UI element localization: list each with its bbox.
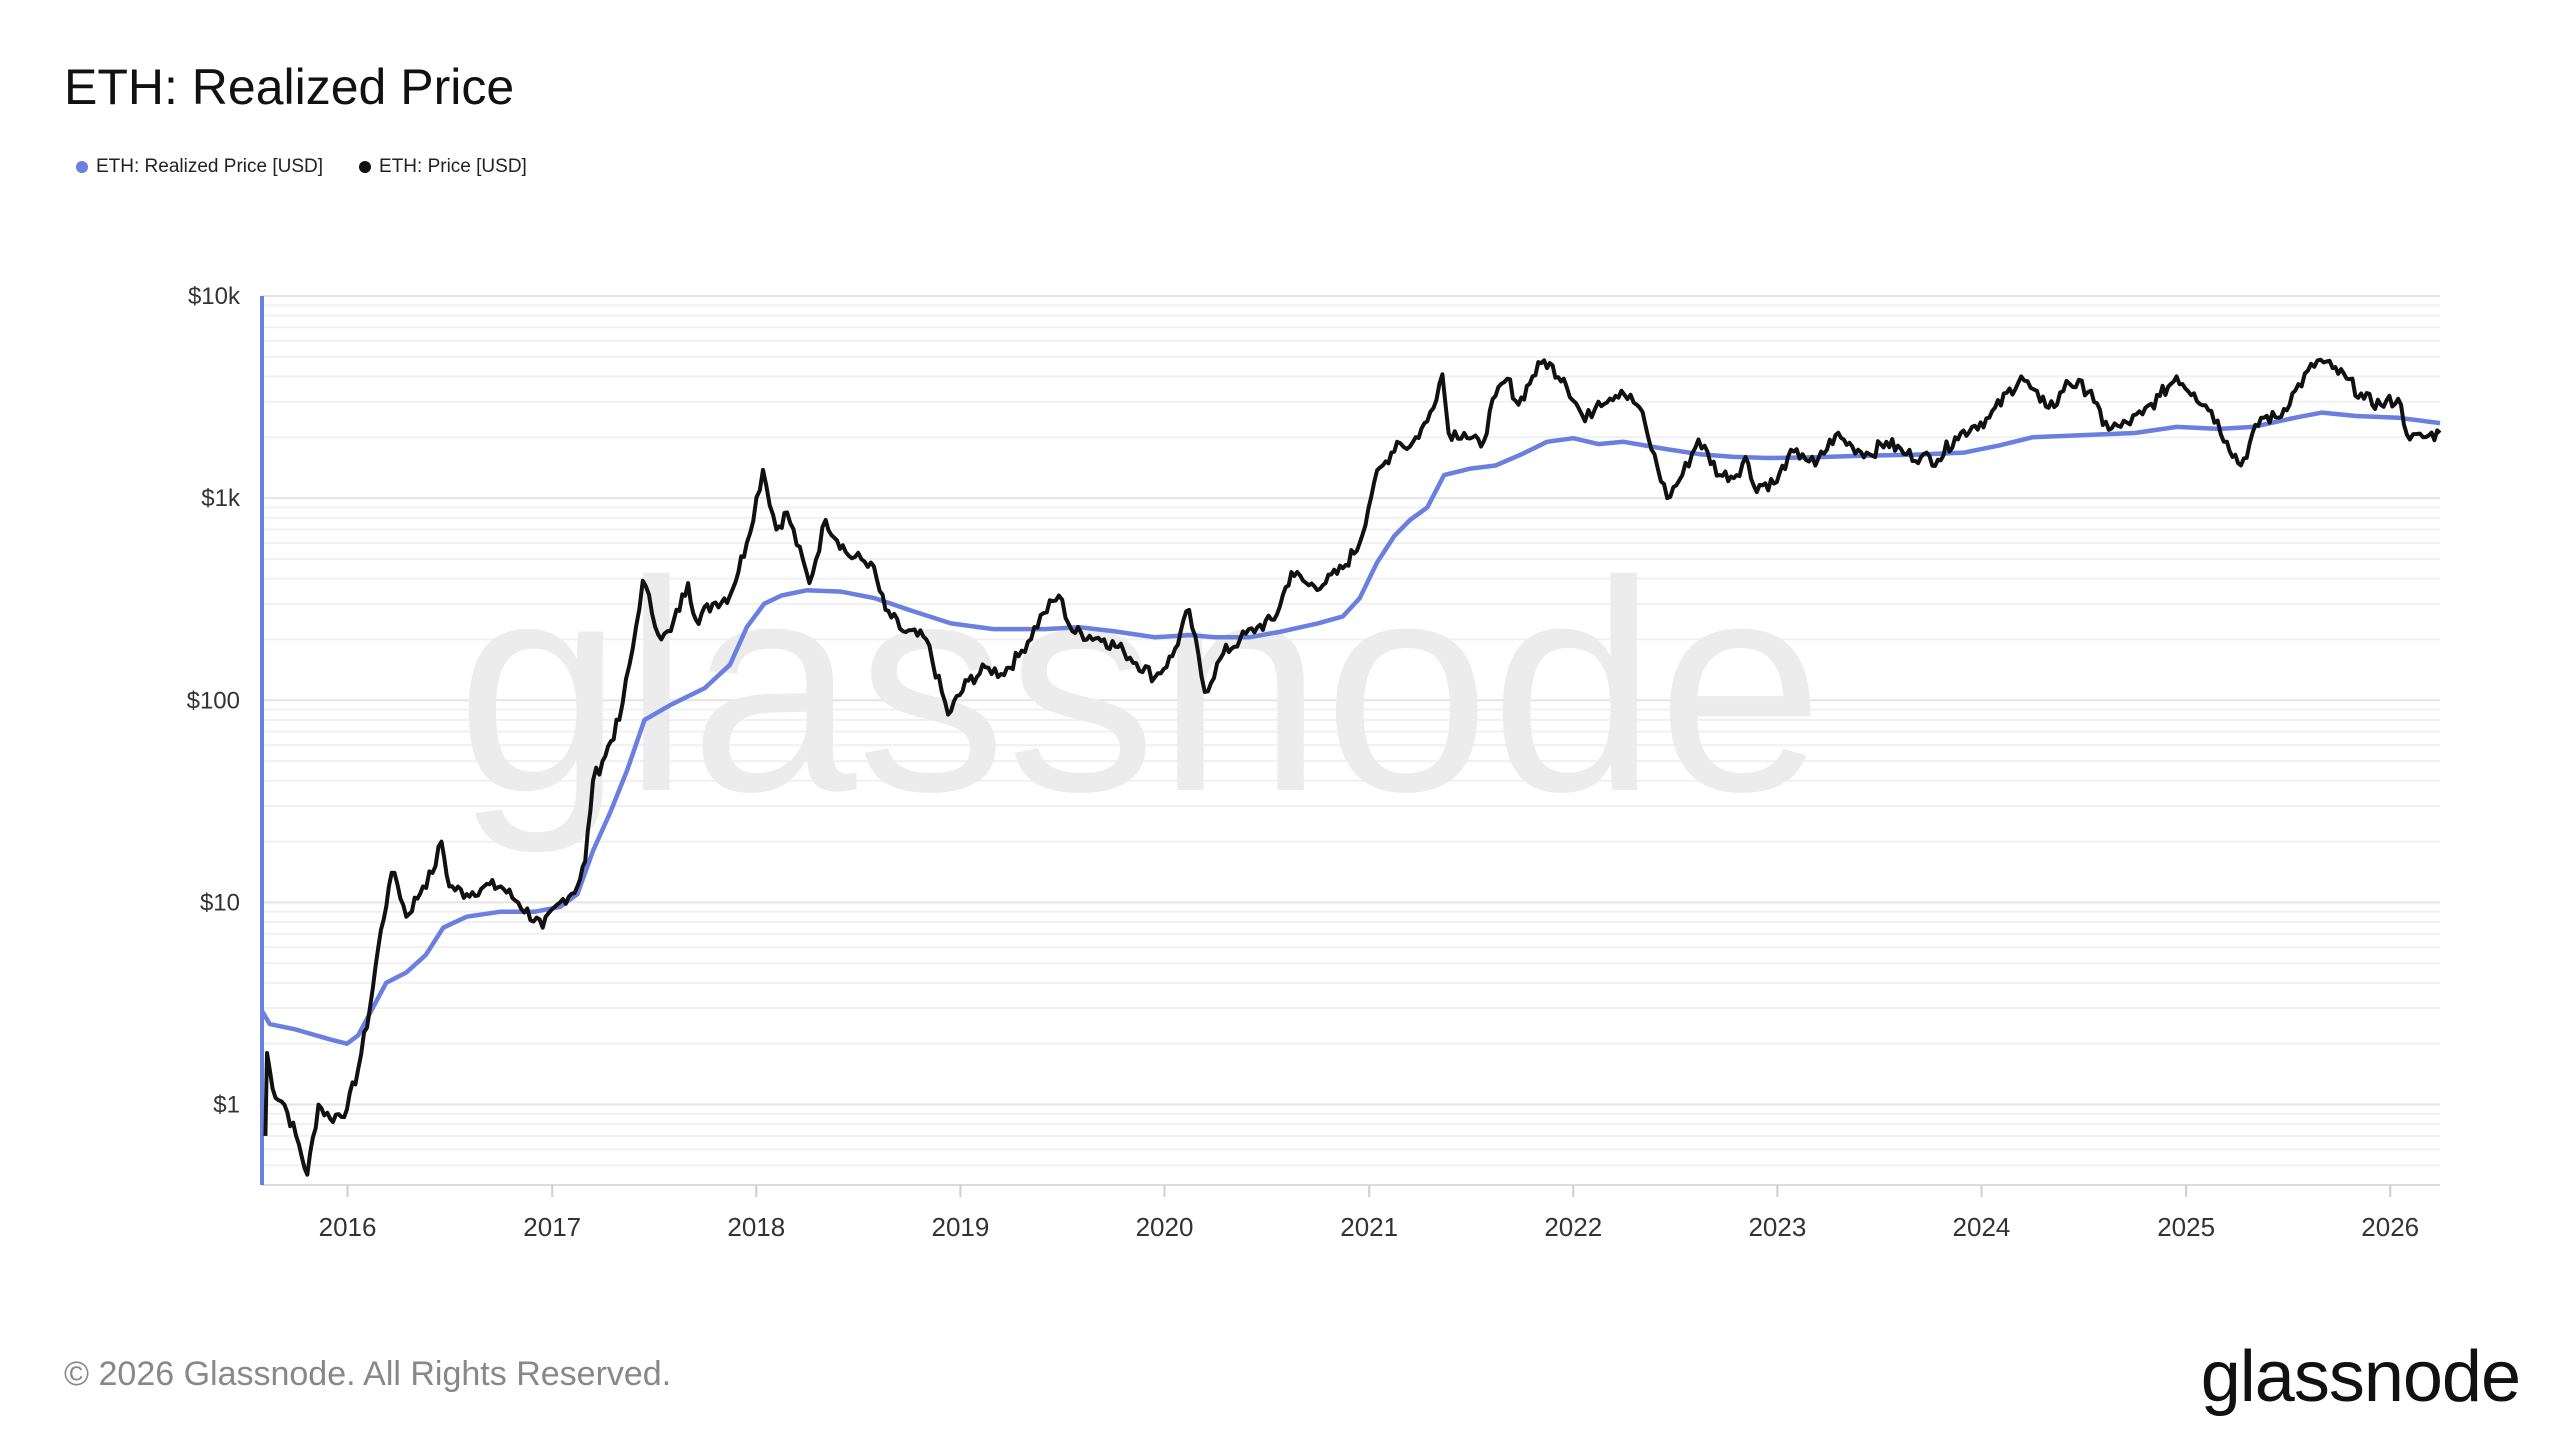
brand-logo[interactable]: glassnode xyxy=(2200,1337,2521,1417)
y-tick-label: $10 xyxy=(200,889,240,916)
legend: ETH: Realized Price [USD] ETH: Price [US… xyxy=(76,156,527,178)
legend-item-realized-price[interactable]: ETH: Realized Price [USD] xyxy=(76,156,323,178)
copyright-footer: © 2026 Glassnode. All Rights Reserved. xyxy=(64,1355,672,1393)
legend-label-price: ETH: Price [USD] xyxy=(379,156,527,177)
legend-dot-realized-price xyxy=(76,161,88,173)
x-tick-label: 2022 xyxy=(1544,1212,1602,1242)
x-tick-label: 2025 xyxy=(2157,1212,2215,1242)
grid-lines xyxy=(262,295,2440,1186)
chart-title: ETH: Realized Price xyxy=(64,59,515,115)
y-tick-label: $100 xyxy=(187,687,240,714)
legend-item-price[interactable]: ETH: Price [USD] xyxy=(359,156,527,178)
x-tick-label: 2019 xyxy=(931,1212,989,1242)
x-tick-label: 2018 xyxy=(727,1212,785,1242)
series-line-price xyxy=(263,357,2442,1177)
x-tick-label: 2024 xyxy=(1953,1212,2011,1242)
y-tick-label: $1 xyxy=(213,1092,240,1119)
y-tick-label: $1k xyxy=(201,485,241,512)
legend-dot-price xyxy=(359,161,372,173)
x-tick-label: 2026 xyxy=(2361,1212,2419,1242)
y-tick-label: $10k xyxy=(188,283,241,310)
x-tick-label: 2016 xyxy=(319,1212,377,1242)
series-group xyxy=(260,357,2442,1177)
x-tick-label: 2020 xyxy=(1136,1212,1194,1242)
x-tick-label: 2021 xyxy=(1340,1212,1398,1242)
y-axis-ticks: $1 $10 $100 $1k $10k xyxy=(187,283,241,1119)
series-line-realized-price xyxy=(260,410,2441,1046)
x-tick-label: 2017 xyxy=(523,1212,581,1242)
x-tick-label: 2023 xyxy=(1748,1212,1806,1242)
x-axis-ticks: 2016 2017 2018 2019 2020 2021 2022 2023 2024 2025… xyxy=(319,1185,2419,1242)
watermark-text: glassnode xyxy=(456,518,1824,856)
legend-label-realized-price: ETH: Realized Price [USD] xyxy=(96,156,324,177)
